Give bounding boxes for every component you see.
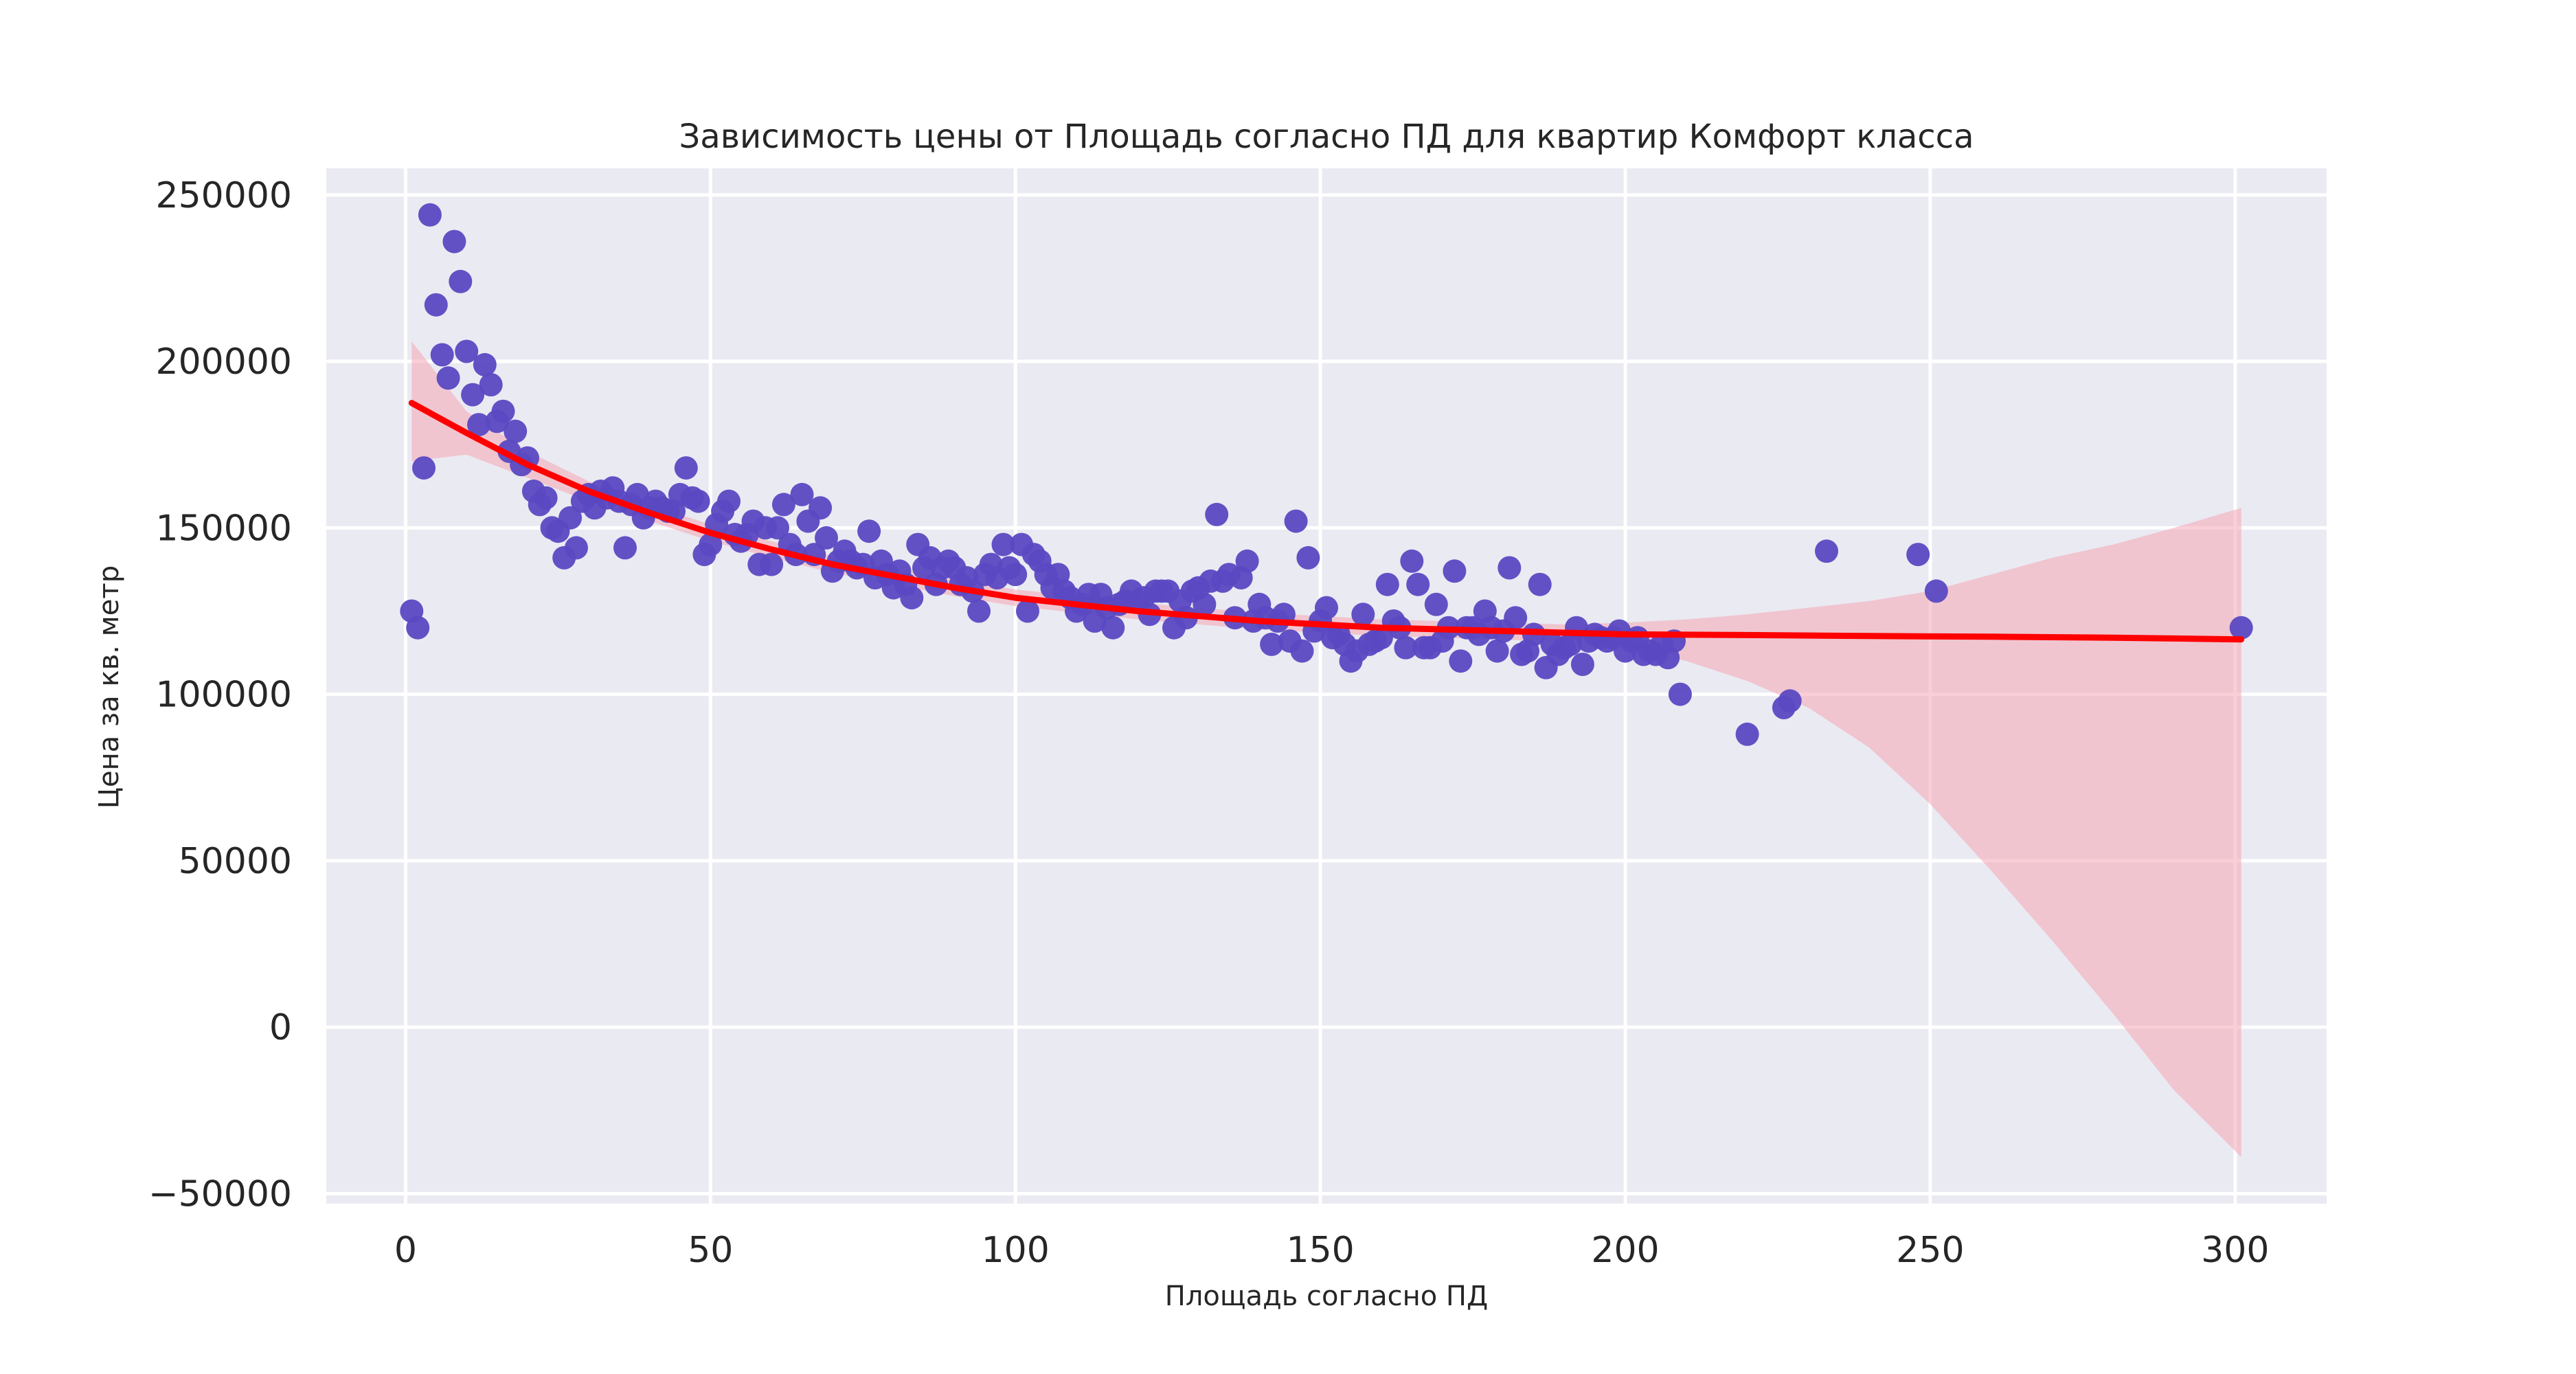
y-axis-ticks: −50000 0 50000 100000 150000 200000 250000 bbox=[148, 175, 292, 1215]
confidence-band bbox=[411, 341, 2241, 1158]
data-point bbox=[674, 456, 698, 480]
data-point bbox=[1369, 626, 1393, 650]
data-point bbox=[430, 343, 454, 367]
regression-line-path bbox=[408, 400, 2245, 643]
data-point bbox=[1016, 599, 1039, 623]
data-point bbox=[461, 383, 485, 407]
data-point bbox=[900, 586, 924, 610]
regression-line bbox=[408, 400, 2245, 643]
data-point bbox=[1400, 549, 1424, 573]
data-point bbox=[442, 229, 466, 254]
data-point bbox=[2229, 616, 2253, 640]
data-point bbox=[1375, 572, 1399, 596]
data-point bbox=[473, 352, 497, 376]
data-point bbox=[424, 293, 448, 317]
x-tick-label: 50 bbox=[688, 1230, 733, 1271]
data-point bbox=[504, 419, 528, 443]
x-axis-ticks: 0 50 100 150 200 250 300 bbox=[394, 1230, 2270, 1271]
data-point bbox=[1004, 563, 1028, 587]
data-point bbox=[1778, 689, 1802, 713]
data-point bbox=[1315, 596, 1338, 620]
data-point bbox=[418, 203, 442, 227]
data-point bbox=[558, 506, 583, 530]
x-tick-label: 0 bbox=[394, 1230, 417, 1271]
data-point bbox=[771, 493, 795, 517]
data-point bbox=[406, 616, 430, 640]
chart-title: Зависимость цены от Площадь согласно ПД … bbox=[679, 117, 1974, 156]
x-tick-label: 250 bbox=[1896, 1230, 1964, 1271]
data-point bbox=[1443, 559, 1467, 583]
y-tick-label: 200000 bbox=[155, 341, 292, 383]
data-point bbox=[717, 489, 741, 513]
data-point bbox=[613, 536, 637, 560]
data-point bbox=[760, 552, 784, 576]
data-point bbox=[436, 366, 460, 390]
data-point bbox=[790, 482, 814, 506]
data-point bbox=[1260, 632, 1284, 656]
data-point bbox=[1528, 572, 1552, 596]
data-point bbox=[1485, 639, 1509, 663]
data-point bbox=[1394, 635, 1418, 660]
data-point bbox=[857, 519, 881, 543]
data-point bbox=[1296, 545, 1320, 570]
x-tick-label: 150 bbox=[1286, 1230, 1354, 1271]
data-point bbox=[412, 456, 436, 480]
data-point bbox=[449, 269, 473, 293]
data-point bbox=[967, 599, 991, 623]
data-point bbox=[534, 486, 558, 510]
data-point bbox=[491, 399, 515, 423]
data-point bbox=[1924, 579, 1948, 603]
data-point bbox=[1193, 592, 1217, 616]
data-point bbox=[699, 532, 723, 556]
data-point bbox=[1351, 602, 1375, 627]
data-point bbox=[1101, 616, 1125, 640]
x-tick-label: 300 bbox=[2201, 1230, 2269, 1271]
y-tick-label: −50000 bbox=[148, 1173, 292, 1215]
data-point bbox=[1570, 653, 1594, 676]
data-point bbox=[1284, 509, 1308, 533]
data-point bbox=[766, 516, 789, 540]
y-tick-label: 150000 bbox=[155, 508, 292, 549]
data-point bbox=[1449, 649, 1473, 673]
y-tick-label: 50000 bbox=[179, 841, 292, 882]
data-point bbox=[1504, 606, 1528, 630]
data-point bbox=[1906, 543, 1930, 567]
data-point bbox=[815, 526, 838, 550]
data-point bbox=[991, 532, 1015, 556]
y-tick-label: 100000 bbox=[155, 675, 292, 716]
data-point bbox=[467, 413, 490, 437]
data-point bbox=[479, 373, 503, 396]
y-axis-label: Цена за кв. метр bbox=[93, 565, 125, 809]
data-point bbox=[1668, 682, 1692, 706]
data-point bbox=[1815, 539, 1838, 563]
data-point bbox=[1735, 722, 1759, 746]
y-tick-label: 0 bbox=[269, 1007, 292, 1048]
data-point bbox=[1205, 502, 1229, 526]
confidence-band-area bbox=[411, 341, 2241, 1158]
x-axis-label: Площадь согласно ПД bbox=[1165, 1281, 1488, 1312]
data-point bbox=[1406, 572, 1430, 596]
y-tick-label: 250000 bbox=[155, 175, 292, 216]
data-point bbox=[1235, 549, 1259, 573]
data-point bbox=[1424, 592, 1448, 616]
x-tick-label: 100 bbox=[982, 1230, 1050, 1271]
data-point bbox=[809, 496, 833, 520]
data-point bbox=[455, 339, 479, 363]
data-point bbox=[1290, 639, 1314, 663]
x-tick-label: 200 bbox=[1591, 1230, 1659, 1271]
data-point bbox=[565, 536, 588, 560]
data-point bbox=[1498, 556, 1522, 580]
data-point bbox=[686, 489, 710, 513]
